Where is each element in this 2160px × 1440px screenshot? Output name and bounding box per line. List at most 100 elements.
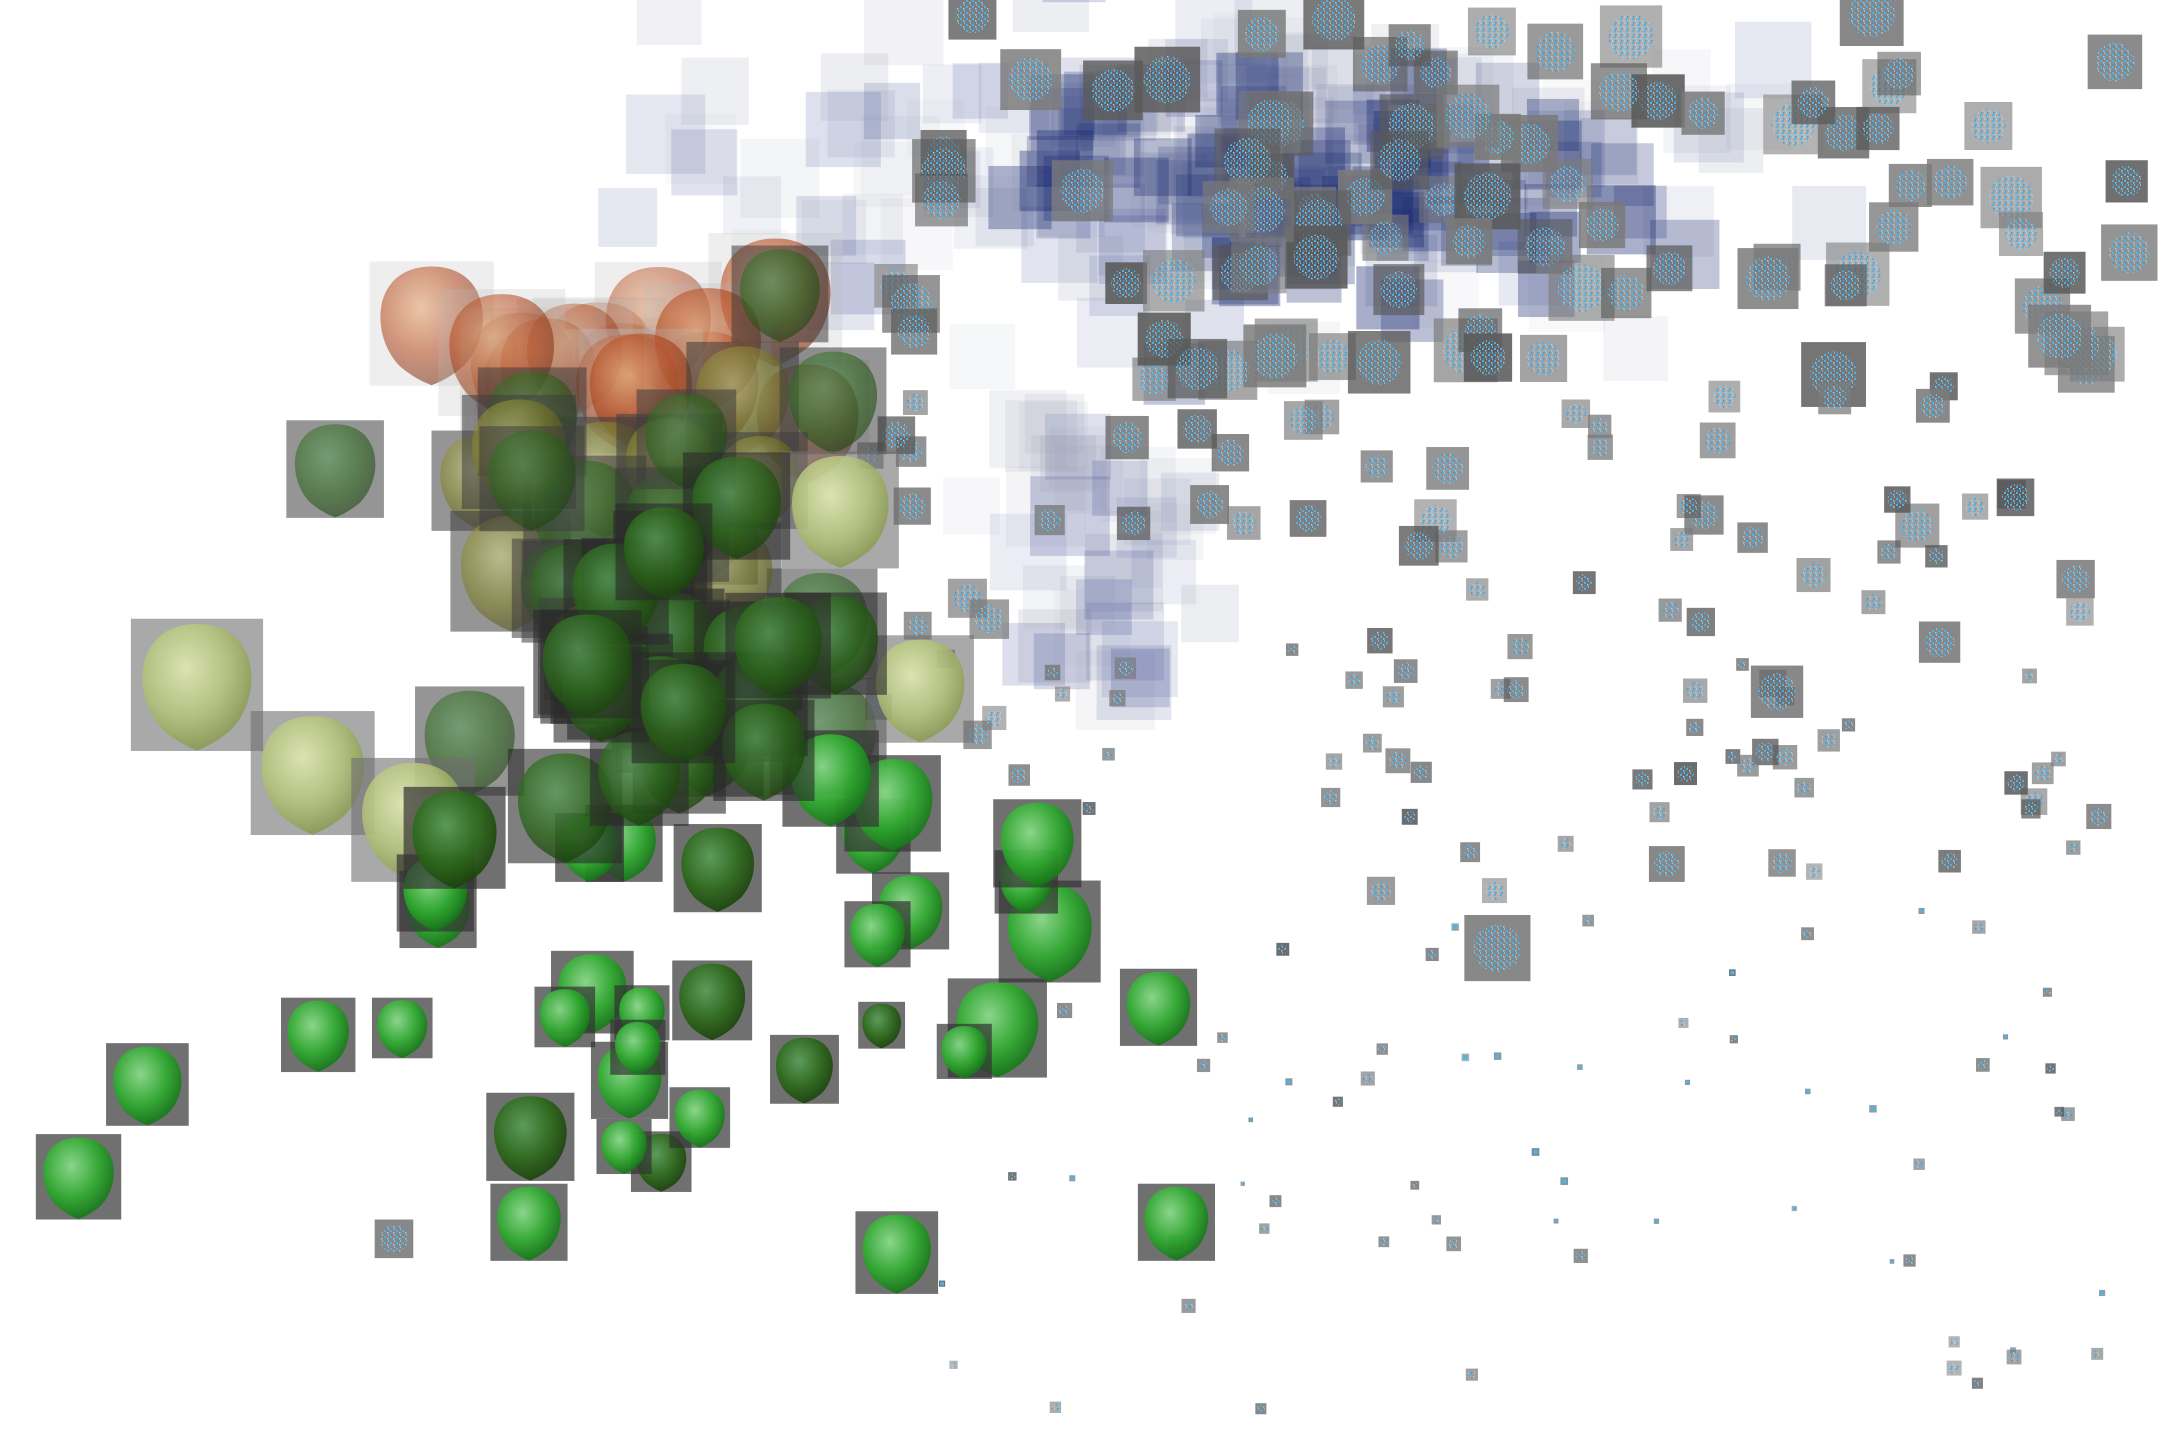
noise-square-icon — [2031, 762, 2054, 785]
noise-square-icon — [1841, 718, 1856, 732]
noise-square-icon — [1877, 540, 1901, 564]
noise-square-icon — [1572, 571, 1596, 595]
noise-square-icon — [1460, 842, 1481, 863]
haze-square — [1018, 401, 1088, 471]
noise-square-icon — [1736, 658, 1749, 671]
noise-square-icon — [1069, 1175, 1076, 1182]
noise-square-icon — [1884, 486, 1911, 513]
blue-texture-cluster — [374, 0, 2158, 1415]
noise-square-icon — [1054, 686, 1071, 702]
noise-square-icon — [1918, 907, 1925, 914]
haze-square — [740, 138, 820, 218]
noise-square-icon — [1464, 914, 1531, 982]
noise-square-icon — [902, 390, 928, 415]
noise-square-icon — [938, 1280, 946, 1287]
core-square — [1133, 138, 1192, 196]
noise-square-icon — [1699, 422, 1736, 459]
noise-square-icon — [1681, 91, 1725, 135]
noise-square-icon — [1008, 764, 1030, 786]
noise-square-icon — [1658, 598, 1682, 622]
noise-square-icon — [1888, 163, 1932, 207]
noise-square-icon — [1686, 718, 1704, 736]
noise-square-icon — [1466, 578, 1489, 601]
noise-square-icon — [1426, 447, 1470, 490]
noise-square-icon — [2105, 160, 2148, 203]
noise-square-icon — [1049, 1401, 1062, 1413]
noise-square-icon — [1877, 51, 1921, 96]
haze-square — [671, 129, 738, 196]
noise-square-icon — [1382, 686, 1404, 708]
noise-square-icon — [1856, 106, 1900, 151]
blob-icon — [672, 960, 753, 1041]
noise-square-icon — [1284, 225, 1348, 289]
haze-square — [1140, 152, 1208, 220]
noise-square-icon — [1903, 1254, 1916, 1267]
noise-square-icon — [1269, 1195, 1282, 1208]
haze-square — [665, 113, 736, 185]
haze-square — [1012, 0, 1089, 33]
noise-square-icon — [1465, 1368, 1478, 1381]
noise-square-icon — [1143, 250, 1205, 312]
haze-square — [598, 188, 658, 247]
noise-square-icon — [2061, 1107, 2075, 1121]
noise-square-icon — [1964, 102, 2013, 150]
noise-square-icon — [2006, 1349, 2022, 1365]
noise-square-icon — [1134, 46, 1201, 113]
noise-square-icon — [1678, 1017, 1689, 1028]
noise-square-icon — [1578, 201, 1626, 249]
noise-square-icon — [1401, 808, 1418, 825]
blob-icon — [844, 901, 911, 968]
noise-square-icon — [1367, 627, 1393, 654]
haze-square — [1024, 394, 1085, 454]
noise-square-icon — [1948, 1336, 1960, 1348]
noise-square-icon — [1590, 63, 1648, 120]
noise-square-icon — [1410, 1180, 1420, 1190]
noise-square-icon — [1889, 1259, 1895, 1264]
noise-square-icon — [1573, 1248, 1588, 1264]
blob-icon — [130, 618, 264, 751]
noise-square-icon — [948, 0, 997, 40]
haze-square — [943, 477, 1000, 535]
noise-square-icon — [1393, 659, 1418, 683]
noise-square-icon — [1649, 802, 1670, 823]
noise-square-icon — [2066, 840, 2081, 855]
haze-square — [723, 176, 782, 235]
noise-square-icon — [1451, 923, 1459, 931]
noise-square-icon — [2042, 987, 2052, 997]
noise-square-icon — [1360, 1071, 1375, 1086]
noise-square-icon — [1345, 671, 1363, 689]
haze-square — [975, 187, 1034, 247]
haze-square — [1049, 427, 1111, 489]
noise-square-icon — [1360, 450, 1393, 483]
blob-icon — [596, 1118, 652, 1175]
noise-square-icon — [1676, 493, 1701, 519]
haze-square — [1039, 435, 1097, 492]
blob-icon — [770, 1034, 839, 1104]
blob-icon — [533, 610, 642, 719]
noise-square-icon — [2043, 251, 2086, 294]
noise-square-icon — [1366, 876, 1396, 905]
noise-square-icon — [1646, 245, 1693, 292]
noise-square-icon — [1425, 947, 1439, 962]
noise-square-icon — [1750, 665, 1804, 718]
haze-square — [863, 82, 921, 140]
noise-square-icon — [1109, 690, 1126, 707]
noise-square-icon — [1057, 1002, 1073, 1019]
noise-square-icon — [1725, 749, 1741, 764]
noise-square-icon — [1507, 634, 1533, 660]
noise-square-icon — [1034, 504, 1065, 536]
noise-square-icon — [1398, 525, 1439, 566]
noise-square-icon — [2028, 304, 2092, 368]
blob-icon — [673, 824, 762, 913]
noise-square-icon — [1362, 214, 1409, 261]
noise-square-icon — [1463, 333, 1513, 382]
noise-square-icon — [1362, 733, 1382, 753]
haze-square — [1023, 565, 1087, 629]
noise-square-icon — [969, 599, 1010, 639]
noise-square-icon — [1388, 24, 1431, 67]
noise-square-icon — [1737, 248, 1799, 310]
noise-square-icon — [1255, 1403, 1267, 1415]
noise-square-icon — [1772, 745, 1798, 770]
